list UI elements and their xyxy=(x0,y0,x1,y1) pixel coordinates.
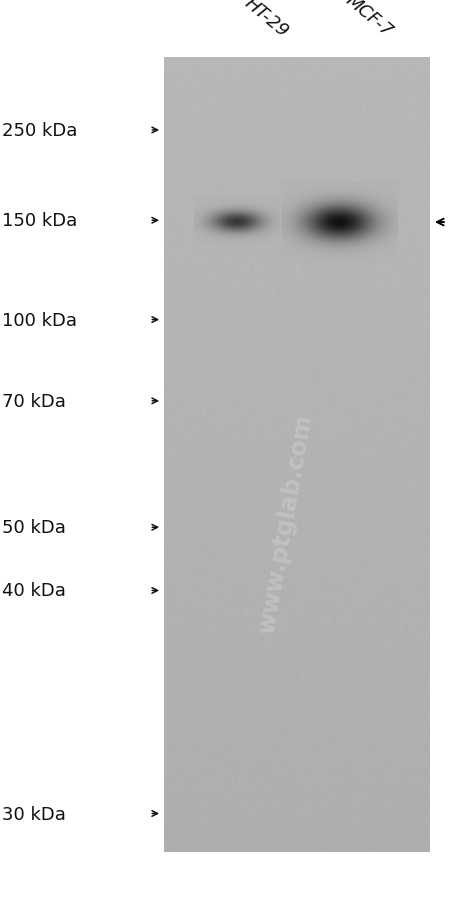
Text: 40 kDa: 40 kDa xyxy=(2,582,66,600)
Text: 150 kDa: 150 kDa xyxy=(2,212,77,230)
Text: MCF-7: MCF-7 xyxy=(342,0,396,41)
Text: 50 kDa: 50 kDa xyxy=(2,519,66,537)
Text: HT-29: HT-29 xyxy=(241,0,292,41)
Text: 100 kDa: 100 kDa xyxy=(2,311,77,329)
Text: 70 kDa: 70 kDa xyxy=(2,392,66,410)
Text: 30 kDa: 30 kDa xyxy=(2,805,66,823)
Text: www.ptglab.com: www.ptglab.com xyxy=(255,411,317,635)
Text: 250 kDa: 250 kDa xyxy=(2,122,77,140)
